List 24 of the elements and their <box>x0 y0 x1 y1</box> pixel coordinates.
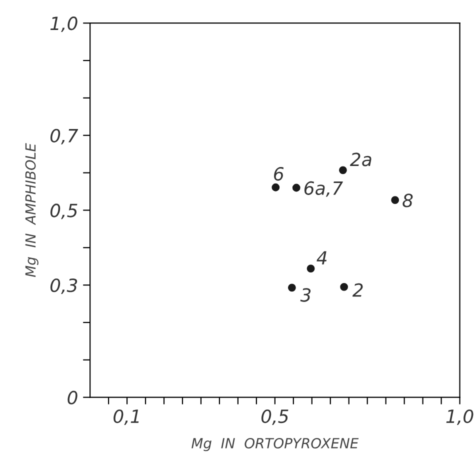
annotation: 2 <box>352 283 363 297</box>
annotation: 6a,7 <box>304 181 343 197</box>
annotation: 6 <box>274 167 284 181</box>
y-tick-label: 0,3 <box>50 278 78 294</box>
point <box>338 166 347 174</box>
annotation: 2a <box>350 152 372 166</box>
y-tick-label: 0,5 <box>50 204 78 220</box>
y-tick-label: 0,7 <box>50 128 78 144</box>
annotation: 4 <box>316 251 327 264</box>
x-tick-label: 0,1 <box>114 409 139 425</box>
y-tick-label: 0 <box>68 390 78 404</box>
x-tick-label: 0,5 <box>261 409 288 425</box>
point <box>288 284 296 292</box>
x-axis-title: Mg IN ORTOPYROXENE <box>192 438 359 452</box>
point <box>391 196 400 204</box>
point <box>292 184 300 192</box>
y-tick-label: 1,0 <box>50 16 78 32</box>
annotation: 3 <box>300 288 311 302</box>
x-tick-label: 1,0 <box>446 409 474 425</box>
point <box>306 264 315 273</box>
point <box>340 282 348 291</box>
y-axis-title: Mg IN AMPHIBOLE <box>25 143 38 277</box>
annotation: 8 <box>402 194 413 208</box>
point <box>272 183 280 192</box>
